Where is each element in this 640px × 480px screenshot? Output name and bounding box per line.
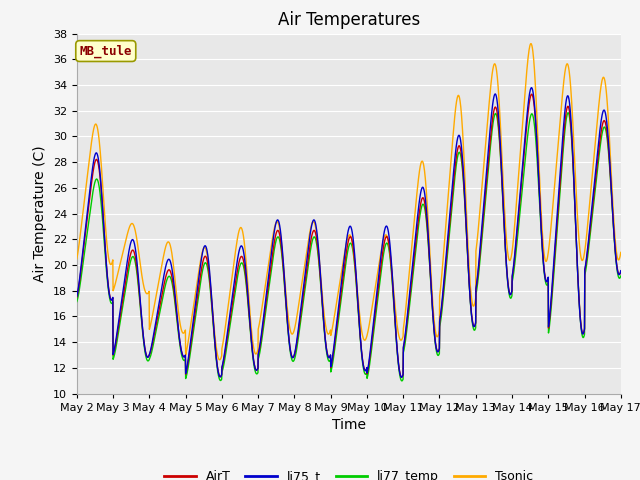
X-axis label: Time: Time <box>332 418 366 432</box>
Legend: AirT, li75_t, li77_temp, Tsonic: AirT, li75_t, li77_temp, Tsonic <box>159 465 538 480</box>
Title: Air Temperatures: Air Temperatures <box>278 11 420 29</box>
Y-axis label: Air Temperature (C): Air Temperature (C) <box>33 145 47 282</box>
Text: MB_tule: MB_tule <box>79 44 132 58</box>
